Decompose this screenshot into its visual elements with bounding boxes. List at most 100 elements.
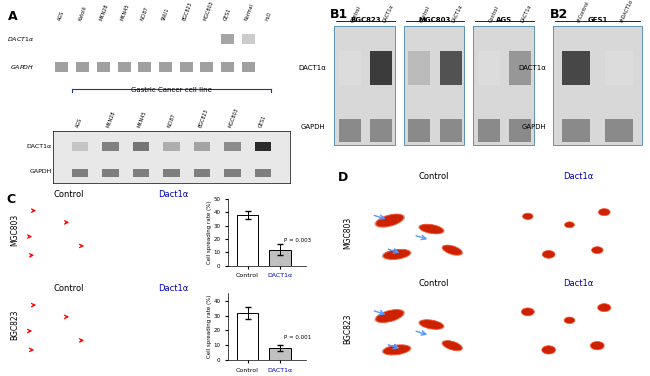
Bar xyxy=(605,119,632,143)
Text: NCI87: NCI87 xyxy=(167,113,177,129)
Ellipse shape xyxy=(90,193,92,197)
Circle shape xyxy=(162,259,164,260)
Ellipse shape xyxy=(418,224,445,234)
Bar xyxy=(605,51,632,85)
Text: Gastric Cancer cell line: Gastric Cancer cell line xyxy=(131,87,212,93)
Circle shape xyxy=(196,297,198,299)
Text: Dact1α: Dact1α xyxy=(563,279,593,288)
Circle shape xyxy=(180,227,182,229)
Circle shape xyxy=(23,217,25,218)
Bar xyxy=(72,142,88,151)
Circle shape xyxy=(182,231,184,232)
Circle shape xyxy=(83,317,85,319)
Bar xyxy=(97,62,110,72)
Ellipse shape xyxy=(443,245,462,255)
Bar xyxy=(370,51,393,85)
Text: BGC823: BGC823 xyxy=(344,314,353,344)
Bar xyxy=(339,51,361,85)
Text: B1: B1 xyxy=(330,8,348,21)
Text: DACT1α: DACT1α xyxy=(27,144,52,149)
Ellipse shape xyxy=(419,320,443,329)
Text: DACT1α: DACT1α xyxy=(382,4,395,24)
Bar xyxy=(159,62,172,72)
Text: BGC823: BGC823 xyxy=(10,309,19,340)
Circle shape xyxy=(178,348,180,350)
Ellipse shape xyxy=(68,295,70,297)
Text: A: A xyxy=(8,10,18,23)
Text: H₂O: H₂O xyxy=(265,11,272,21)
Circle shape xyxy=(92,338,95,340)
Bar xyxy=(509,51,531,85)
Bar xyxy=(478,119,500,143)
Circle shape xyxy=(202,289,204,291)
Text: SNU1: SNU1 xyxy=(161,7,170,21)
Bar xyxy=(138,62,151,72)
Text: AGS: AGS xyxy=(57,10,66,21)
Ellipse shape xyxy=(374,214,405,227)
Text: Control: Control xyxy=(53,284,84,293)
Ellipse shape xyxy=(55,290,60,296)
Bar xyxy=(242,62,255,72)
Circle shape xyxy=(196,224,198,225)
Text: BGC823: BGC823 xyxy=(181,1,193,21)
Text: AGS: AGS xyxy=(496,17,512,23)
Bar xyxy=(118,62,131,72)
Ellipse shape xyxy=(441,340,463,351)
Y-axis label: Cell spreading rate (%): Cell spreading rate (%) xyxy=(207,200,212,264)
Circle shape xyxy=(124,332,126,334)
Text: Control: Control xyxy=(350,5,362,24)
Text: D: D xyxy=(338,171,348,184)
Text: MKN45: MKN45 xyxy=(136,111,147,129)
Text: B2: B2 xyxy=(550,8,568,21)
Text: shDACT1α: shDACT1α xyxy=(619,0,634,24)
Circle shape xyxy=(94,196,97,197)
Text: GAPDH: GAPDH xyxy=(29,169,52,174)
Text: MKN28: MKN28 xyxy=(106,111,116,129)
Bar xyxy=(224,142,240,151)
Ellipse shape xyxy=(59,195,64,199)
Circle shape xyxy=(138,321,140,322)
Bar xyxy=(179,62,192,72)
Bar xyxy=(339,119,361,143)
Circle shape xyxy=(143,240,145,242)
Circle shape xyxy=(163,264,165,265)
Bar xyxy=(55,62,68,72)
Circle shape xyxy=(170,261,172,262)
Bar xyxy=(237,215,258,265)
Ellipse shape xyxy=(41,331,45,332)
Text: DACT1α: DACT1α xyxy=(520,4,533,24)
Bar xyxy=(408,51,430,85)
Bar xyxy=(237,312,258,360)
Ellipse shape xyxy=(565,222,575,228)
Ellipse shape xyxy=(44,292,49,296)
Ellipse shape xyxy=(374,309,405,323)
Circle shape xyxy=(72,346,74,348)
Bar xyxy=(163,142,180,151)
Text: GAPDH: GAPDH xyxy=(521,124,546,130)
Ellipse shape xyxy=(542,250,555,258)
Ellipse shape xyxy=(376,214,404,227)
Circle shape xyxy=(170,238,172,239)
Ellipse shape xyxy=(58,196,64,199)
Bar xyxy=(200,62,213,72)
Circle shape xyxy=(72,309,74,311)
Bar xyxy=(221,62,234,72)
Bar xyxy=(133,142,150,151)
Ellipse shape xyxy=(383,249,410,259)
Ellipse shape xyxy=(564,317,575,324)
Circle shape xyxy=(46,230,47,232)
Text: KatoIII: KatoIII xyxy=(78,5,88,21)
Circle shape xyxy=(146,329,148,330)
Bar xyxy=(242,35,255,44)
Text: DACT1α: DACT1α xyxy=(450,4,463,24)
Ellipse shape xyxy=(382,344,411,355)
Bar xyxy=(408,119,430,143)
Circle shape xyxy=(48,245,50,247)
Ellipse shape xyxy=(523,213,533,220)
Circle shape xyxy=(81,320,83,321)
Ellipse shape xyxy=(418,319,445,330)
Ellipse shape xyxy=(597,304,611,312)
Text: P = 0.001: P = 0.001 xyxy=(284,335,311,340)
Text: Dact1α: Dact1α xyxy=(563,172,593,181)
Circle shape xyxy=(36,199,38,200)
